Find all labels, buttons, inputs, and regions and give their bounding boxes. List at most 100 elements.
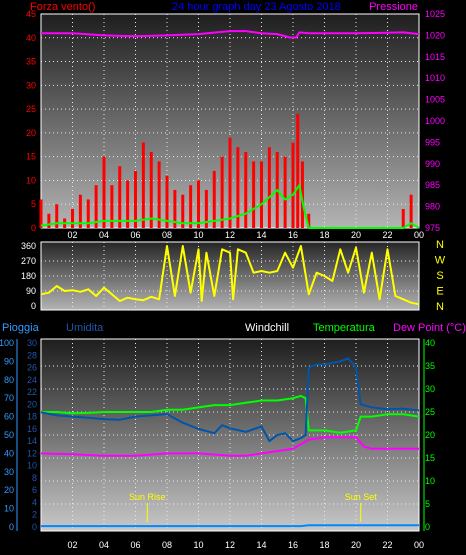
pressure-tick-label: 985 xyxy=(425,180,440,190)
temperature-tick-label: 40 xyxy=(425,338,435,348)
gust-bar xyxy=(267,147,271,228)
gust-bar xyxy=(141,142,145,228)
pressure-tick-label: 1000 xyxy=(425,116,445,126)
x-tick-label: 08 xyxy=(162,540,172,550)
legend-umidita: Umidita xyxy=(66,322,104,334)
x-tick-label: 22 xyxy=(382,230,392,240)
x-tick-label: 12 xyxy=(225,230,235,240)
wind-speed-tick-label: 35 xyxy=(26,57,36,67)
temperature-grid xyxy=(41,339,419,531)
x-tick-label: 00 xyxy=(414,230,424,240)
x-tick-label: 04 xyxy=(99,540,109,550)
wind-speed-tick-label: 15 xyxy=(26,152,36,162)
wind-speed-tick-label: 30 xyxy=(26,80,36,90)
gust-bar xyxy=(110,185,114,228)
legend-windchill: Windchill xyxy=(245,322,289,334)
gust-bar xyxy=(220,156,224,228)
series-umidita xyxy=(40,357,420,443)
wind-speed-tick-label: 0 xyxy=(31,223,36,233)
wind-speed-tick-label: 5 xyxy=(31,199,36,209)
humidity-tick-label: 12 xyxy=(27,448,37,458)
temperature-axis: 0 5 10 15 20 25 30 35 40 xyxy=(423,338,435,532)
wind-speed-axis: 0 5 10 15 20 25 30 35 40 45 xyxy=(26,9,36,233)
humidity-tick-label: 26 xyxy=(27,363,37,373)
gust-bar xyxy=(126,180,130,228)
x-tick-label: 00 xyxy=(414,540,424,550)
series-temperatura xyxy=(41,394,420,434)
rain-tick-label: 80 xyxy=(4,375,14,385)
x-tick-label: 10 xyxy=(193,230,203,240)
gust-bar xyxy=(212,170,216,228)
humidity-tick-label: 30 xyxy=(27,338,37,348)
gust-bar xyxy=(300,161,304,228)
rain-axis: 0 10 20 30 40 50 60 70 80 90 100 xyxy=(0,338,18,532)
gust-bar xyxy=(252,161,256,228)
humidity-tick-label: 28 xyxy=(27,350,37,360)
wind-speed-tick-label: 10 xyxy=(26,175,36,185)
humidity-tick-label: 16 xyxy=(27,424,37,434)
x-tick-label: 06 xyxy=(130,230,140,240)
humidity-tick-label: 0 xyxy=(32,522,37,532)
gust-bar xyxy=(47,213,51,228)
temperature-tick-label: 10 xyxy=(425,476,435,486)
gust-bar xyxy=(228,137,232,228)
gust-bar xyxy=(244,151,248,228)
x-tick-label: 10 xyxy=(193,540,203,550)
gust-bar xyxy=(118,166,122,228)
sun-rise-label: Sun Rise xyxy=(129,492,166,502)
temperature-tick-label: 20 xyxy=(425,430,435,440)
x-tick-label: 22 xyxy=(382,540,392,550)
sun-set-label: Sun Set xyxy=(345,492,378,502)
gust-bar xyxy=(71,208,74,228)
temperature-tick-label: 15 xyxy=(425,453,435,463)
humidity-tick-label: 14 xyxy=(27,436,37,446)
series-pioggia xyxy=(41,524,419,528)
gust-bar xyxy=(165,175,169,228)
x-tick-label: 14 xyxy=(256,540,266,550)
gust-bar xyxy=(78,194,82,228)
humidity-tick-label: 24 xyxy=(27,375,37,385)
gust-bar xyxy=(173,189,177,228)
temperature-tick-label: 30 xyxy=(425,384,435,394)
pressure-axis: 975 980 985 990 995 1000 1005 1010 1015 1020 1025 xyxy=(425,9,445,233)
rain-tick-label: 90 xyxy=(4,356,14,366)
wind-direction-degrees-axis: 0 90 180 270 360 xyxy=(21,241,36,311)
temperature-tick-label: 25 xyxy=(425,407,435,417)
x-tick-label: 20 xyxy=(351,540,361,550)
direction-tick-label: 0 xyxy=(31,301,36,311)
rain-tick-label: 10 xyxy=(4,504,14,514)
pressure-tick-label: 1025 xyxy=(425,9,445,19)
temperature-series xyxy=(40,357,420,528)
gust-bar xyxy=(307,213,311,228)
gust-bar xyxy=(283,156,287,228)
direction-tick-label: 180 xyxy=(21,271,36,281)
pressure-tick-label: 995 xyxy=(425,137,440,147)
gust-bar xyxy=(149,151,153,228)
x-tick-label: 14 xyxy=(256,230,266,240)
compass-label: W xyxy=(435,255,446,267)
x-tick-label: 12 xyxy=(225,540,235,550)
x-tick-label: 16 xyxy=(288,540,298,550)
wind-speed-tick-label: 40 xyxy=(26,33,36,43)
gust-bar xyxy=(102,156,106,228)
humidity-tick-label: 22 xyxy=(27,387,37,397)
humidity-tick-label: 2 xyxy=(32,510,37,520)
pressure-tick-label: 1005 xyxy=(425,95,445,105)
wind-pressure-x-axis: 02 04 06 08 10 12 14 16 18 20 22 00 xyxy=(67,230,424,240)
gust-bar xyxy=(197,180,200,228)
gust-bar xyxy=(86,199,90,228)
gust-bar xyxy=(39,199,43,228)
gust-bar xyxy=(55,204,59,228)
rain-tick-label: 40 xyxy=(4,448,14,458)
gust-bar xyxy=(291,142,295,228)
x-tick-label: 18 xyxy=(319,230,329,240)
wind-speed-tick-label: 20 xyxy=(26,128,36,138)
gust-bar xyxy=(236,147,240,228)
rain-tick-label: 50 xyxy=(4,430,14,440)
wind-direction-line xyxy=(40,245,420,306)
wind-speed-tick-label: 45 xyxy=(26,9,36,19)
